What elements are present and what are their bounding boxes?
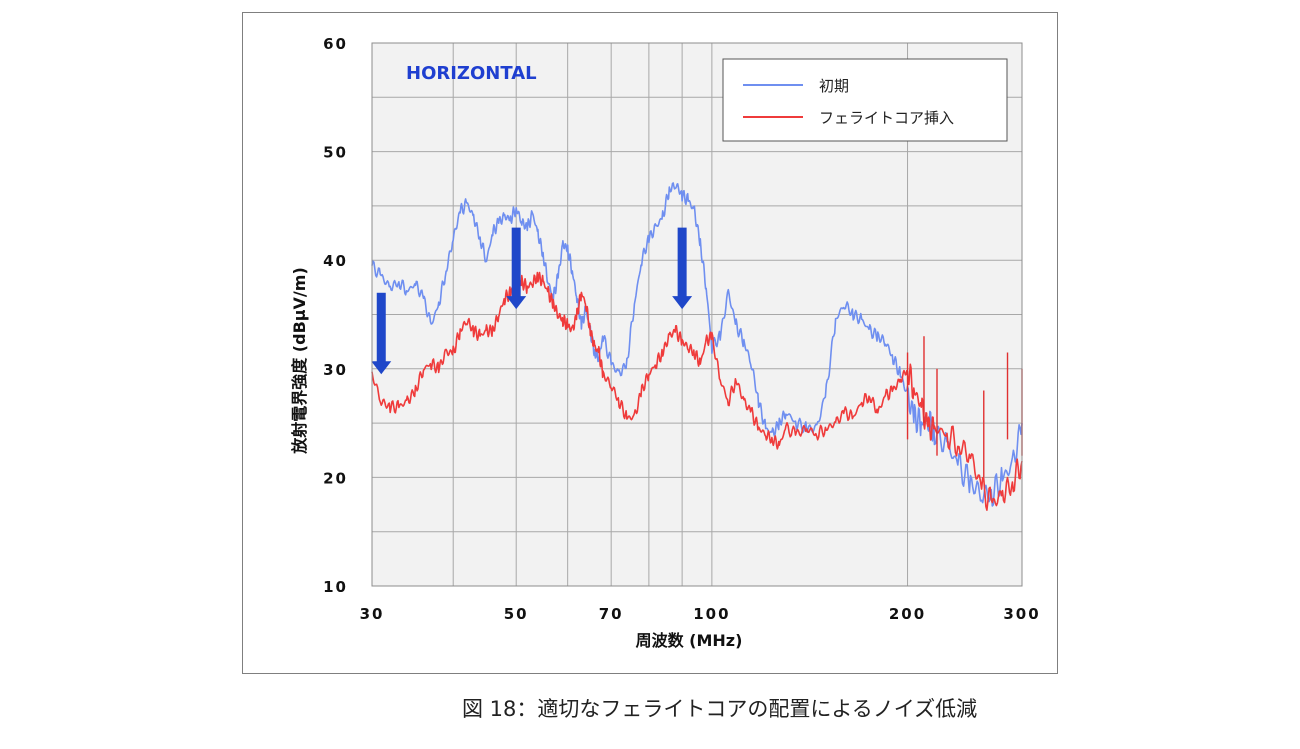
x-axis-label: 周波数 (MHz): [636, 631, 743, 650]
plot-border: [371, 42, 1023, 587]
chart: 10 20 30 40 50 60 30 50 70 100 200 300 周波数 (MHz) 放射電界…: [290, 35, 1040, 650]
y-tick-label: 60: [323, 35, 348, 53]
y-tick-label: 10: [323, 578, 348, 596]
x-tick-label: 30: [360, 605, 385, 623]
y-tick-label: 30: [323, 361, 348, 379]
arrow-head: [672, 296, 693, 310]
legend-label: 初期: [819, 77, 849, 95]
x-tick-label: 300: [1003, 605, 1040, 623]
series-line-ferrite: [371, 271, 1023, 511]
x-tick-label: 100: [693, 605, 730, 623]
legend-label: フェライトコア挿入: [819, 109, 954, 127]
x-tick-label: 50: [504, 605, 529, 623]
y-tick-label: 40: [323, 252, 348, 270]
y-tick-label: 20: [323, 469, 348, 487]
arrow-head: [371, 361, 392, 375]
y-axis-label: 放射電界強度 (dBµV/m): [290, 267, 309, 455]
x-tick-label: 70: [599, 605, 624, 623]
legend-box: [722, 58, 1008, 142]
arrow-shaft: [376, 292, 386, 363]
arrow-shaft: [511, 227, 521, 298]
figure-caption: 図 18：適切なフェライトコアの配置によるノイズ低減: [462, 697, 978, 721]
arrow-head: [506, 296, 527, 310]
x-tick-label: 200: [889, 605, 926, 623]
arrow-shaft: [677, 227, 687, 298]
polarization-annotation: HORIZONTAL: [406, 63, 537, 84]
figure-frame: 10 20 30 40 50 60 30 50 70 100 200 300 周波数 (MHz) 放射電界…: [242, 12, 1058, 674]
y-tick-label: 50: [323, 144, 348, 162]
series-line-initial: [371, 182, 1023, 507]
